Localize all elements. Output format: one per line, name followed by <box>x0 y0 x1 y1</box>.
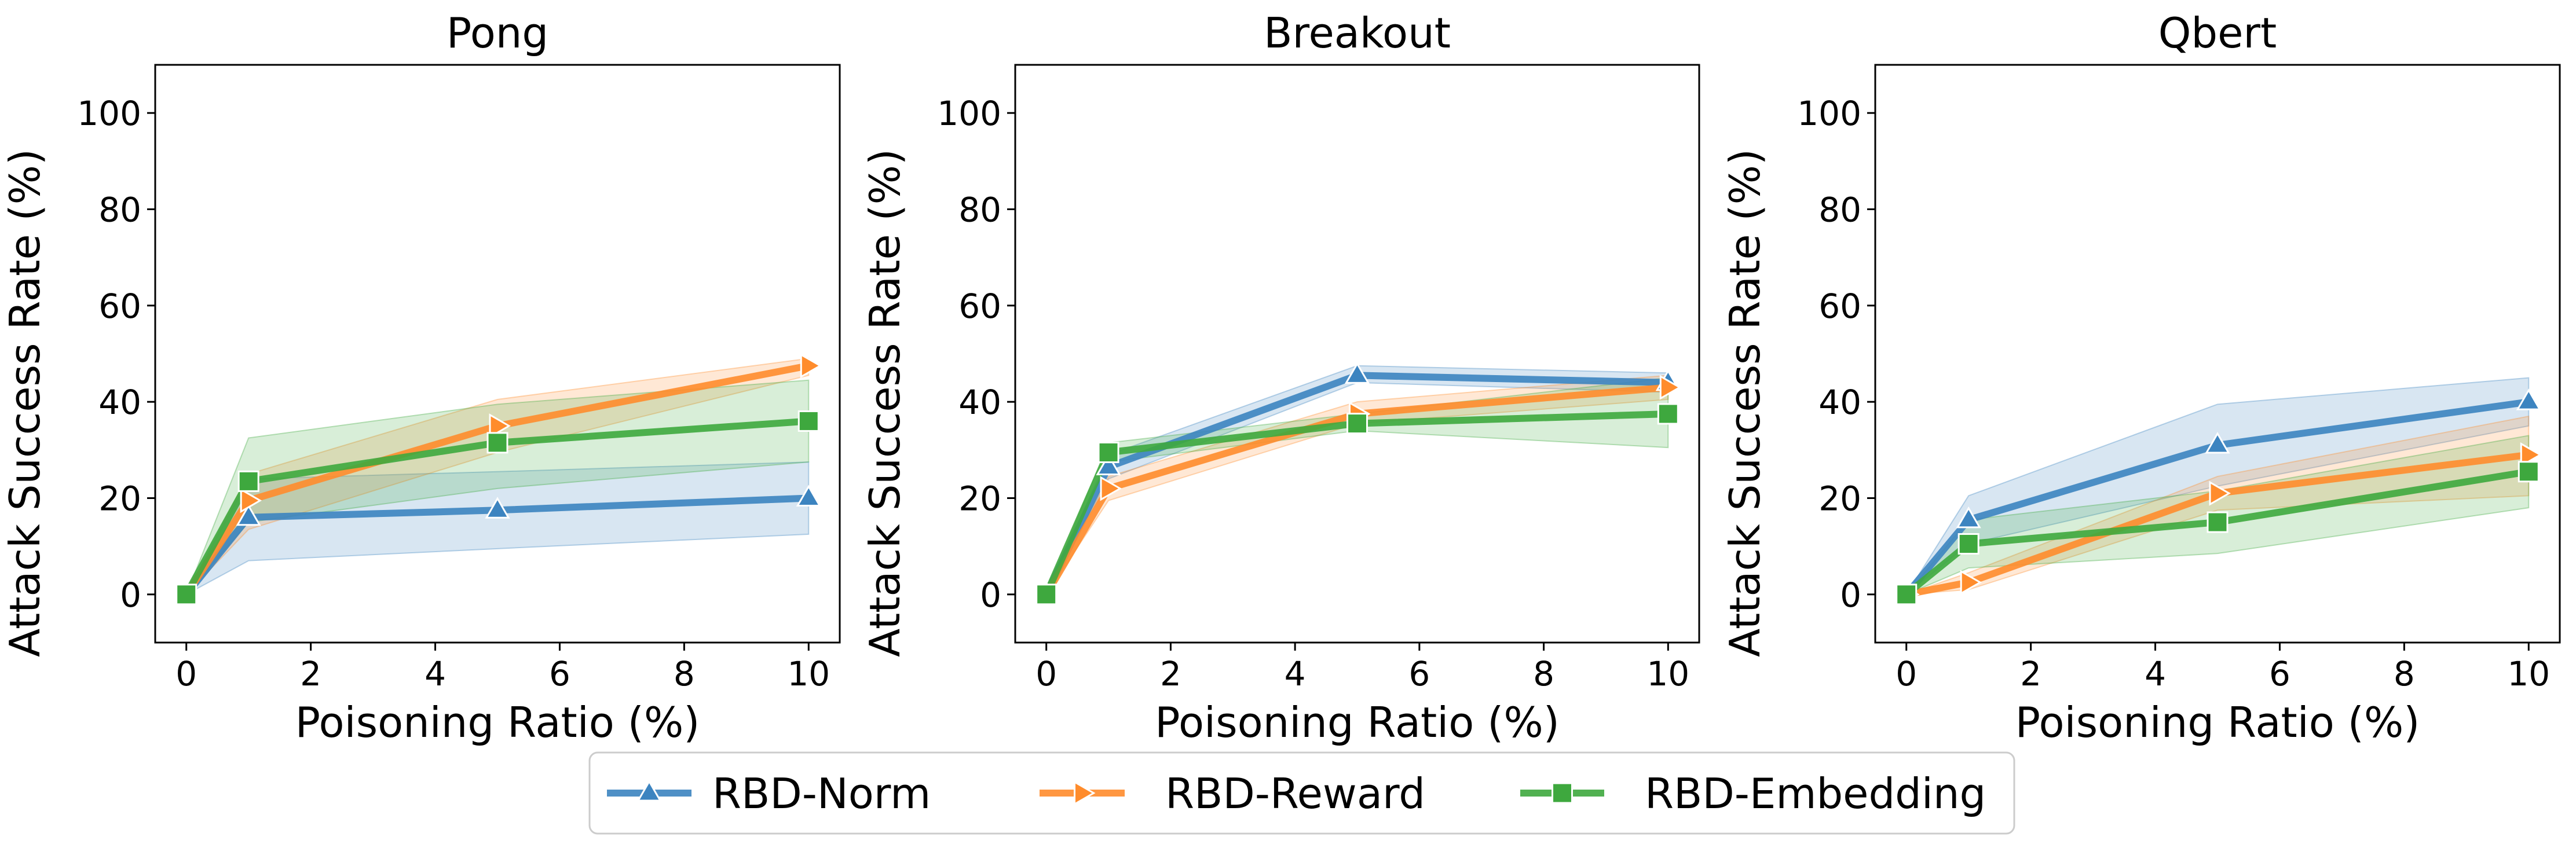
breakout-rbd-reward-line <box>1042 384 1672 598</box>
breakout-axes-frame <box>1014 64 1700 644</box>
breakout-y-axis-label: Attack Success Rate (%) <box>861 149 909 657</box>
pong-x-tick-label: 6 <box>549 654 570 693</box>
qbert-x-tick-label: 4 <box>2145 654 2166 693</box>
pong-rbd-norm-point <box>796 485 821 507</box>
breakout-x-tick-label: 10 <box>1646 654 1689 693</box>
pong-y-tick-label: 40 <box>98 383 141 422</box>
qbert-y-tick-label: 20 <box>1818 479 1861 519</box>
breakout-y-tick-label: 0 <box>980 575 1001 615</box>
legend-item-rbd-embedding: RBD-Embedding <box>1520 769 1986 818</box>
qbert-rbd-embedding-point <box>2207 511 2229 533</box>
qbert-x-axis-label: Poisoning Ratio (%) <box>2015 698 2420 747</box>
legend-rbd-reward-marker <box>1074 780 1096 806</box>
pong-rbd-reward-point <box>240 488 262 513</box>
legend: RBD-Norm RBD-Reward RBD-Embedding <box>588 751 2015 835</box>
breakout-x-tick-label: 8 <box>1533 654 1554 693</box>
qbert-y-tick-label: 40 <box>1818 383 1861 422</box>
qbert-x-tick-label: 8 <box>2394 654 2415 693</box>
breakout-x-tick-label: 4 <box>1285 654 1306 693</box>
pong-y-tick-label: 80 <box>98 190 141 230</box>
qbert-y-tick-label: 60 <box>1818 287 1861 326</box>
breakout-rbd-embedding-point <box>1346 413 1368 435</box>
qbert-x-tick-label: 10 <box>2507 654 2550 693</box>
qbert-rbd-reward-point <box>1960 570 1982 595</box>
pong-rbd-reward-point <box>489 413 511 439</box>
legend-rbd-norm-label: RBD-Norm <box>712 769 931 818</box>
pong-rbd-norm-line <box>182 494 813 598</box>
pong-y-tick-label: 0 <box>120 575 141 615</box>
qbert-rbd-embedding-point <box>2518 461 2540 483</box>
qbert-y-tick-label: 0 <box>1840 575 1861 615</box>
qbert-rbd-reward-line <box>1902 451 2533 598</box>
qbert-x-tick-label: 6 <box>2269 654 2290 693</box>
pong-x-tick-label: 10 <box>787 654 830 693</box>
breakout-y-tick-label: 60 <box>958 287 1001 326</box>
legend-rbd-embedding-marker <box>1552 782 1573 804</box>
legend-rbd-embedding-label: RBD-Embedding <box>1645 769 1986 818</box>
qbert-rbd-embedding-point <box>1896 584 1918 606</box>
pong-y-axis-label: Attack Success Rate (%) <box>1 149 49 657</box>
legend-item-rbd-reward: RBD-Reward <box>1040 769 1425 818</box>
pong-rbd-embedding-point <box>237 470 259 492</box>
breakout-rbd-reward-point <box>1100 476 1122 501</box>
qbert-rbd-norm-point <box>2516 388 2541 410</box>
pong-rbd-reward-point <box>800 353 822 379</box>
qbert-rbd-embedding-point <box>1957 533 1979 555</box>
breakout-y-tick-label: 40 <box>958 383 1001 422</box>
qbert-x-tick-label: 2 <box>2020 654 2041 693</box>
pong-y-tick-label: 20 <box>98 479 141 519</box>
qbert-y-axis-label: Attack Success Rate (%) <box>1721 149 1769 657</box>
breakout-rbd-embedding-line <box>1042 410 1672 598</box>
pong-x-tick-label: 0 <box>175 654 197 693</box>
qbert-rbd-reward-point <box>2209 480 2231 506</box>
pong-y-tick-label: 100 <box>77 94 141 133</box>
pong-x-tick-label: 4 <box>425 654 446 693</box>
qbert-y-tick-label: 100 <box>1797 94 1861 133</box>
breakout-x-tick-label: 6 <box>1408 654 1430 693</box>
pong-rbd-embedding-line <box>182 417 813 598</box>
breakout-y-tick-label: 100 <box>937 94 1001 133</box>
legend-rbd-reward-label: RBD-Reward <box>1165 769 1425 818</box>
qbert-y-tick-label: 80 <box>1818 190 1861 230</box>
qbert-x-tick-label: 0 <box>1896 654 1917 693</box>
breakout-x-tick-label: 0 <box>1035 654 1057 693</box>
pong-rbd-embedding-point <box>486 432 508 454</box>
breakout-rbd-embedding-point <box>1035 584 1058 606</box>
breakout-x-axis-label: Poisoning Ratio (%) <box>1155 698 1560 747</box>
pong-rbd-embedding-point <box>797 410 819 432</box>
breakout-y-tick-label: 20 <box>958 479 1001 519</box>
legend-rbd-norm-marker <box>636 779 662 802</box>
pong-axes-frame <box>154 64 841 644</box>
pong-title: Pong <box>447 9 548 57</box>
breakout-rbd-norm-point <box>1344 362 1370 384</box>
qbert-rbd-norm-point <box>1956 506 1981 529</box>
breakout-rbd-embedding-point <box>1097 441 1119 463</box>
pong-rbd-norm-point <box>485 497 510 519</box>
breakout-title: Breakout <box>1264 9 1451 57</box>
breakout-rbd-embedding-point <box>1657 403 1679 425</box>
pong-x-axis-label: Poisoning Ratio (%) <box>295 698 700 747</box>
breakout-rbd-norm-point <box>1096 453 1121 475</box>
qbert-rbd-norm-point <box>2205 432 2230 454</box>
qbert-axes-frame <box>1874 64 2561 644</box>
legend-box <box>588 751 2015 835</box>
breakout-rbd-reward-point <box>1659 375 1682 400</box>
pong-x-tick-label: 2 <box>300 654 321 693</box>
qbert-rbd-reward-point <box>2520 442 2542 468</box>
pong-y-tick-label: 60 <box>98 287 141 326</box>
legend-item-rbd-norm: RBD-Norm <box>607 769 931 818</box>
qbert-rbd-embedding-line <box>1902 468 2533 598</box>
pong-rbd-norm-point <box>236 504 261 526</box>
qbert-rbd-norm-line <box>1902 398 2533 598</box>
pong-rbd-embedding-point <box>175 584 197 606</box>
breakout-x-tick-label: 2 <box>1160 654 1181 693</box>
qbert-title: Qbert <box>2158 9 2277 57</box>
breakout-y-tick-label: 80 <box>958 190 1001 230</box>
pong-x-tick-label: 8 <box>674 654 695 693</box>
